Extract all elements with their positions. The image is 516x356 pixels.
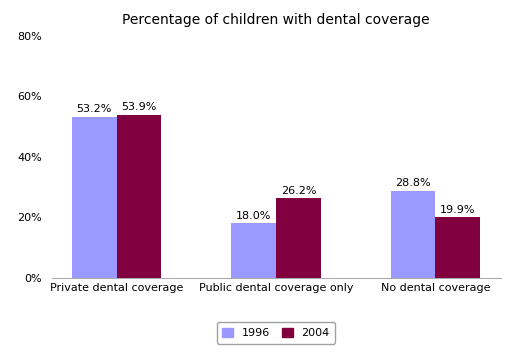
- Bar: [72, 117, 117, 278]
- Text: 18.0%: 18.0%: [236, 211, 271, 221]
- Title: Percentage of children with dental coverage: Percentage of children with dental cover…: [122, 14, 430, 27]
- Text: 28.8%: 28.8%: [395, 178, 431, 188]
- Bar: [391, 190, 436, 278]
- Text: 53.2%: 53.2%: [77, 104, 112, 114]
- Bar: [276, 198, 321, 278]
- Text: 19.9%: 19.9%: [440, 205, 476, 215]
- Legend: 1996, 2004: 1996, 2004: [217, 322, 335, 344]
- Text: 26.2%: 26.2%: [281, 186, 316, 196]
- Bar: [231, 223, 276, 278]
- Bar: [117, 115, 162, 278]
- Text: 53.9%: 53.9%: [121, 102, 157, 112]
- Bar: [436, 218, 480, 278]
